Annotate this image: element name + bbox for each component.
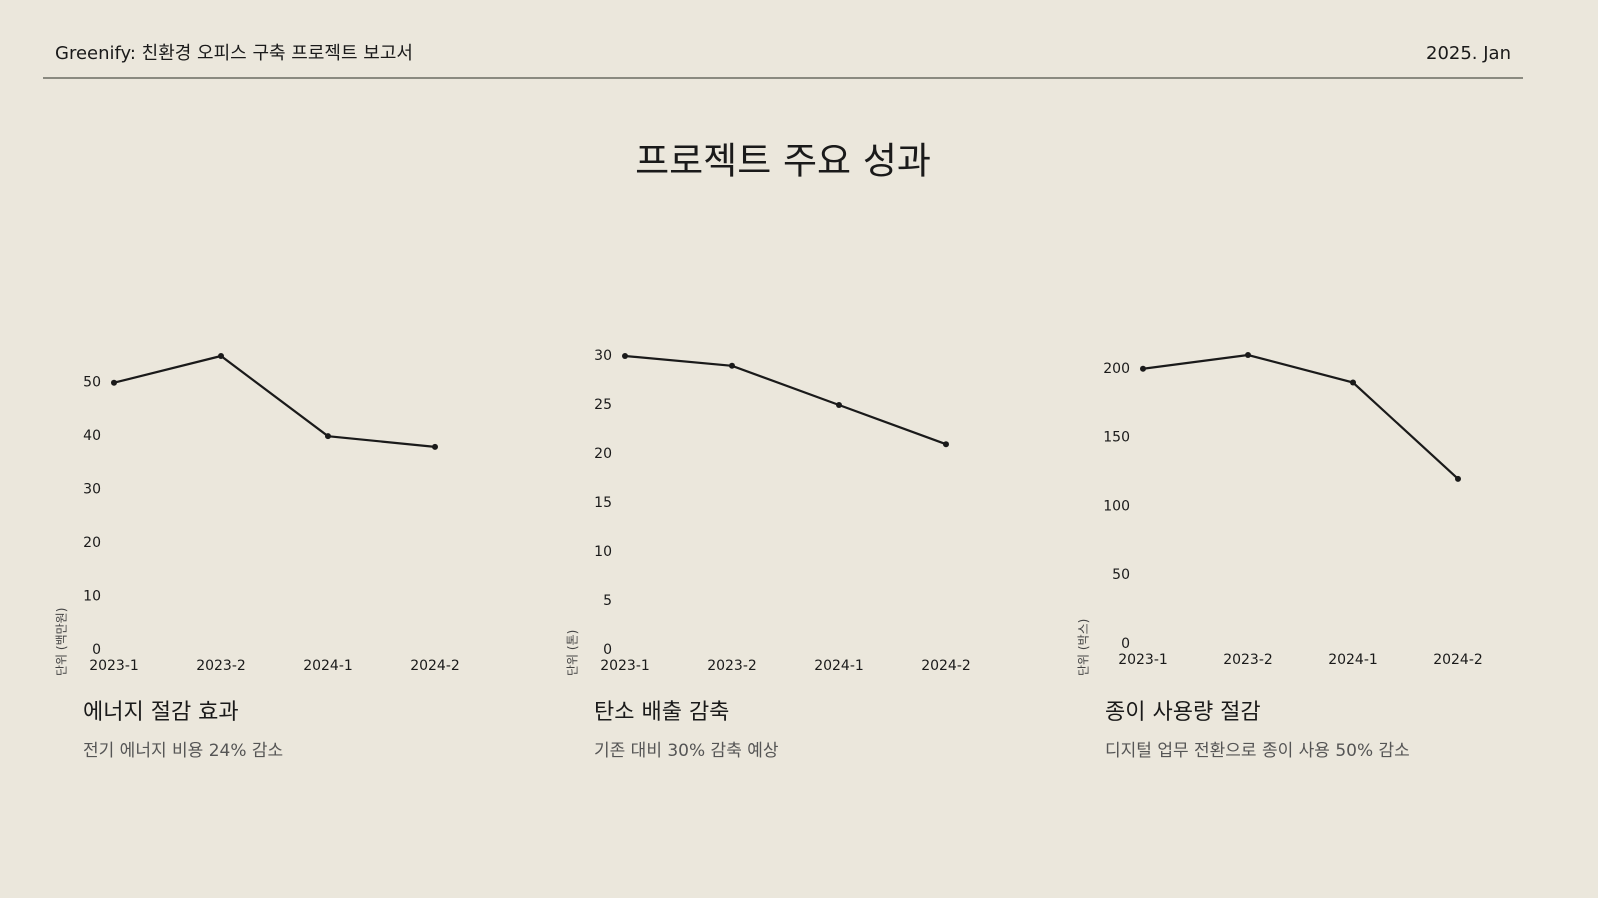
y-tick-label: 10 — [594, 544, 612, 560]
y-tick-label: 0 — [603, 642, 612, 658]
y-tick-label: 25 — [594, 397, 612, 413]
y-tick-label: 30 — [594, 348, 612, 364]
point — [1350, 379, 1356, 386]
card-title: 종이 사용량 절감 — [1105, 700, 1261, 725]
point — [1245, 352, 1251, 358]
header-date: 2025. Jan — [1426, 43, 1511, 64]
card-subtitle: 디지털 업무 전환으로 종이 사용 50% 감소 — [1105, 741, 1410, 761]
y-tick-label: 10 — [83, 589, 101, 605]
point — [943, 441, 949, 448]
x-tick-label: 2023-1 — [1118, 652, 1168, 668]
y-axis-label: 단위 (백만원) — [55, 608, 69, 676]
point — [432, 443, 438, 450]
y-tick-label: 150 — [1103, 430, 1130, 446]
x-tick-label: 2023-2 — [196, 658, 246, 674]
card-subtitle: 기존 대비 30% 감축 예상 — [594, 741, 779, 761]
point — [111, 379, 117, 386]
card-title: 에너지 절감 효과 — [83, 700, 239, 725]
slide-title: 프로젝트 주요 성과 — [635, 140, 931, 183]
y-axis-label: 단위 (톤) — [566, 630, 580, 676]
point — [1140, 365, 1146, 372]
y-tick-label: 200 — [1103, 361, 1130, 377]
header-title: Greenify: 친환경 오피스 구축 프로젝트 보고서 — [55, 43, 413, 64]
point — [836, 402, 842, 408]
x-tick-label: 2023-1 — [89, 658, 139, 674]
point — [729, 362, 735, 369]
x-tick-label: 2023-2 — [1223, 652, 1273, 668]
x-tick-label: 2024-2 — [1433, 652, 1483, 668]
y-tick-label: 40 — [83, 428, 101, 444]
x-tick-label: 2024-1 — [1328, 652, 1378, 668]
x-tick-label: 2023-1 — [600, 658, 650, 674]
y-tick-label: 0 — [92, 642, 101, 658]
card-subtitle: 전기 에너지 비용 24% 감소 — [83, 741, 283, 761]
x-tick-label: 2023-2 — [707, 658, 757, 674]
y-tick-label: 5 — [603, 593, 612, 609]
y-tick-label: 30 — [83, 482, 101, 498]
y-tick-label: 20 — [594, 446, 612, 462]
point — [218, 353, 224, 359]
y-tick-label: 50 — [83, 375, 101, 391]
line — [113, 354, 436, 448]
y-tick-label: 100 — [1103, 498, 1130, 514]
y-tick-label: 15 — [594, 495, 612, 511]
x-tick-label: 2024-1 — [814, 658, 864, 674]
line — [624, 354, 947, 446]
y-tick-label: 0 — [1121, 636, 1130, 652]
x-tick-label: 2024-2 — [410, 658, 460, 674]
point — [622, 353, 628, 359]
y-tick-label: 50 — [1112, 567, 1130, 583]
line — [1142, 353, 1459, 480]
y-tick-label: 20 — [83, 535, 101, 551]
y-axis-label: 단위 (박스) — [1077, 619, 1091, 676]
point — [325, 433, 331, 440]
x-tick-label: 2024-1 — [303, 658, 353, 674]
point — [1455, 475, 1461, 482]
card-title: 탄소 배출 감축 — [594, 700, 729, 725]
x-tick-label: 2024-2 — [921, 658, 971, 674]
